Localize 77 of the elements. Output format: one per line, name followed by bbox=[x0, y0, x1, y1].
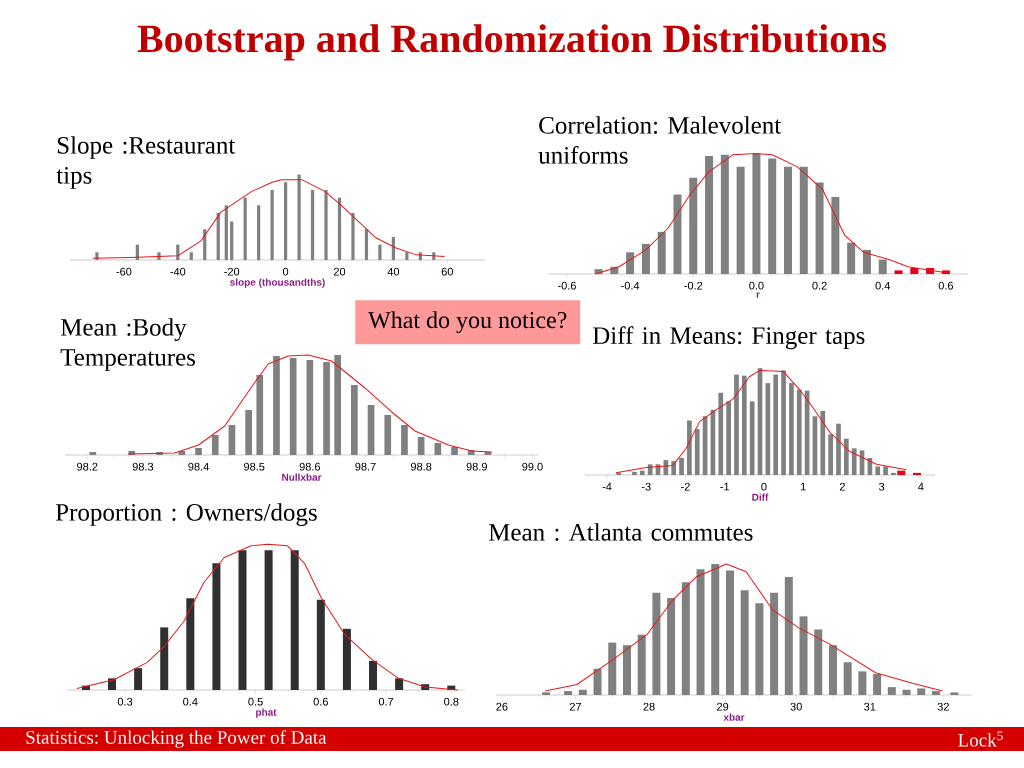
x-axis-title: xbar bbox=[723, 713, 745, 721]
chart-title: Slope :Restaurant tips bbox=[56, 136, 236, 189]
x-tick-label: 2 bbox=[839, 482, 845, 491]
bar bbox=[897, 470, 906, 475]
x-tick-label: 0.3 bbox=[117, 697, 133, 706]
x-tick-label: 0.7 bbox=[378, 697, 394, 706]
x-tick-label: -3 bbox=[641, 482, 651, 491]
x-tick-label: 31 bbox=[864, 702, 876, 711]
x-tick-label: -0.2 bbox=[684, 281, 703, 290]
x-tick-label: 98.6 bbox=[299, 462, 321, 471]
x-tick-label: 28 bbox=[643, 702, 655, 711]
chart-title: Proportion : Owners/dogs bbox=[55, 503, 317, 526]
x-tick-label: 60 bbox=[441, 267, 453, 276]
bar bbox=[910, 267, 919, 274]
text: Statistics: Unlocking the Power of Data bbox=[26, 730, 327, 748]
bar bbox=[238, 550, 247, 690]
x-tick-label: -40 bbox=[170, 267, 186, 276]
x-tick-label: 0.4 bbox=[875, 281, 891, 290]
bar bbox=[369, 660, 377, 690]
x-tick-label: 30 bbox=[790, 702, 802, 711]
bar bbox=[316, 599, 325, 690]
x-tick-label: -0.4 bbox=[621, 281, 640, 290]
chart-title: Correlation: Malevolent uniforms bbox=[538, 116, 782, 164]
x-axis-title: slope (thousandths) bbox=[230, 278, 325, 288]
bar bbox=[395, 678, 404, 690]
chart-title: Mean : Atlanta commutes bbox=[488, 523, 753, 541]
x-tick-label: 99.0 bbox=[522, 462, 543, 471]
x-axis-title: phat bbox=[256, 708, 277, 718]
x-tick-label: 1 bbox=[800, 482, 806, 491]
x-tick-label: 0 bbox=[761, 482, 767, 491]
bar bbox=[186, 598, 195, 690]
x-axis-title: r bbox=[756, 292, 760, 298]
x-tick-label: 98.2 bbox=[77, 462, 98, 471]
bar bbox=[342, 628, 351, 690]
bar bbox=[160, 627, 169, 690]
x-tick-label: -60 bbox=[116, 267, 132, 276]
bar bbox=[941, 270, 950, 274]
x-tick-label: 3 bbox=[879, 482, 885, 491]
chart-title: Mean :Body Temperatures bbox=[60, 318, 196, 371]
x-tick-label: 0.5 bbox=[248, 697, 263, 706]
bar bbox=[894, 270, 903, 274]
x-tick-label: 40 bbox=[387, 267, 400, 276]
x-axis-title: Diff bbox=[752, 493, 769, 501]
x-tick-label: 0.6 bbox=[313, 697, 328, 706]
x-tick-label: 26 bbox=[496, 702, 508, 711]
x-tick-label: 20 bbox=[333, 267, 346, 276]
x-tick-label: 0.2 bbox=[812, 281, 827, 290]
text: Lock$^{5}$ bbox=[958, 731, 1003, 747]
x-tick-label: -20 bbox=[224, 267, 240, 276]
x-tick-label: -2 bbox=[681, 482, 690, 491]
text: What do you notice? bbox=[368, 311, 567, 334]
x-tick-label: 98.4 bbox=[188, 462, 209, 471]
bar bbox=[264, 550, 273, 690]
x-tick-label: 98.5 bbox=[244, 462, 265, 471]
bar bbox=[290, 550, 299, 690]
bar bbox=[212, 563, 221, 690]
x-tick-label: 27 bbox=[569, 702, 582, 711]
x-tick-label: 0.6 bbox=[938, 281, 954, 290]
x-tick-label: 0.4 bbox=[183, 697, 198, 706]
bar bbox=[134, 668, 143, 690]
x-tick-label: -4 bbox=[602, 482, 612, 491]
chart-title: Diff in Means: Finger taps bbox=[592, 326, 865, 350]
x-tick-label: 0 bbox=[282, 267, 289, 276]
x-tick-label: 0.0 bbox=[749, 281, 764, 290]
x-tick-label: 98.8 bbox=[410, 462, 432, 471]
x-tick-label: 98.7 bbox=[355, 462, 376, 471]
x-tick-label: -1 bbox=[720, 482, 730, 491]
text: Bootstrap and Randomization Distributions bbox=[137, 24, 887, 61]
x-tick-label: 0.8 bbox=[444, 697, 459, 706]
x-tick-label: 29 bbox=[717, 702, 729, 711]
x-tick-label: 32 bbox=[937, 702, 949, 711]
x-tick-label: -0.6 bbox=[557, 281, 576, 290]
x-axis-title: Nullxbar bbox=[282, 473, 322, 481]
x-tick-label: 4 bbox=[918, 482, 924, 491]
x-tick-label: 98.3 bbox=[132, 462, 154, 471]
x-tick-label: 98.9 bbox=[466, 462, 487, 471]
bar bbox=[912, 472, 921, 475]
